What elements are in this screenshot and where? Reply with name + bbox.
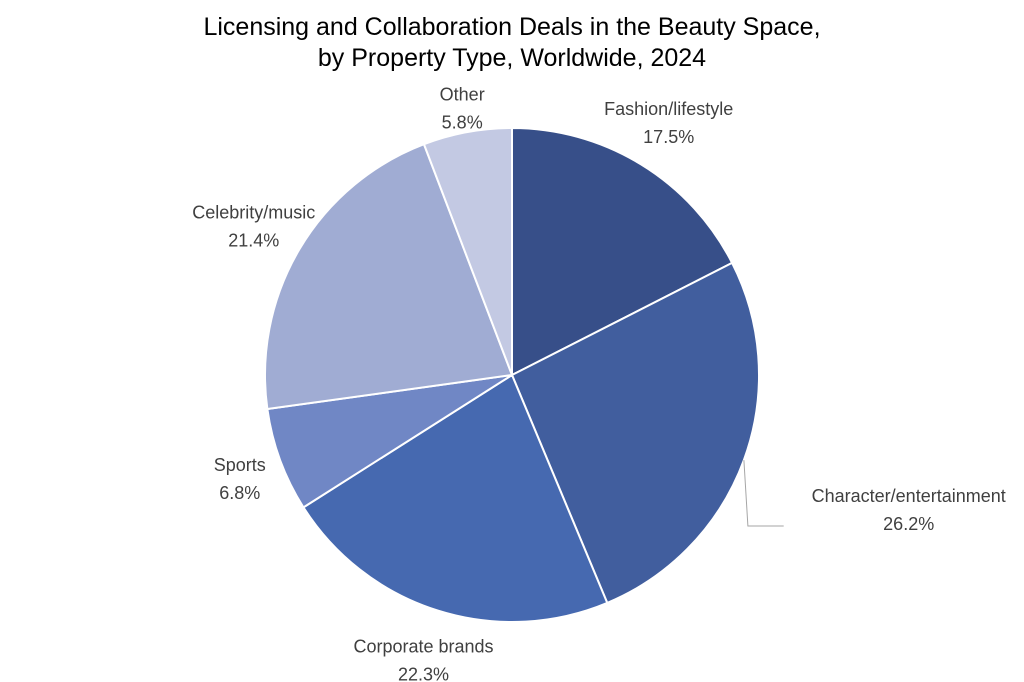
slice-value-fashion-lifestyle: 17.5% (643, 127, 694, 147)
chart-title-line-1: Licensing and Collaboration Deals in the… (203, 13, 820, 41)
pie-slices (264, 127, 760, 623)
slice-labels: Fashion/lifestyle 17.5% Character/entertai… (192, 85, 1005, 682)
pie-slice-fashion-lifestyle (511, 127, 734, 376)
chart-title-line-2: by Property Type, Worldwide, 2024 (318, 44, 706, 72)
slice-value-character-entertainment: 26.2% (883, 514, 934, 534)
pie-slice-corporate-brands (302, 374, 609, 623)
slice-value-other: 5.8% (442, 113, 483, 133)
pie-slice-celebrity-music (264, 143, 513, 411)
slice-value-corporate-brands: 22.3% (398, 664, 449, 682)
slice-label-sports: Sports (214, 455, 266, 475)
slice-label-character-entertainment: Character/entertainment (812, 486, 1006, 506)
pie-slice-sports (266, 374, 513, 509)
leader-lines (743, 460, 784, 527)
leader-line-character-entertainment (743, 460, 784, 527)
slice-label-other: Other (440, 85, 485, 105)
slice-value-celebrity-music: 21.4% (228, 230, 279, 250)
pie-slice-other (422, 127, 513, 376)
slice-label-fashion-lifestyle: Fashion/lifestyle (604, 99, 733, 119)
slice-label-corporate-brands: Corporate brands (353, 636, 493, 656)
slice-label-celebrity-music: Celebrity/music (192, 202, 315, 222)
slice-value-sports: 6.8% (219, 483, 260, 503)
